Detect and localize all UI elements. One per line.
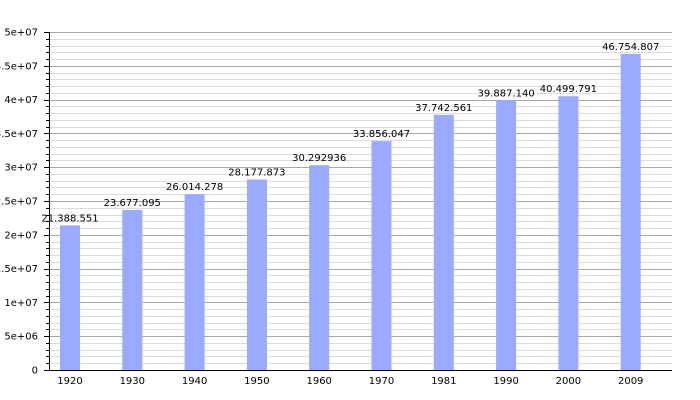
x-axis-ticks: 1920 1930 1940 1950 1960 1970 1981 1990 2000 2009: [57, 376, 643, 387]
data-label-1930: 23.677.095: [104, 198, 161, 209]
bar-1990: [496, 100, 517, 371]
x-tick-label: 1960: [306, 376, 331, 387]
x-tick-label: 1990: [493, 376, 518, 387]
data-label-1960: 30.292936: [292, 153, 346, 164]
bar-1960: [309, 165, 330, 370]
data-labels: 21.388.551 23.677.095 26.014.278 28.177.873…: [41, 42, 659, 224]
x-tick-label: 1950: [244, 376, 269, 387]
bar-1920: [60, 225, 80, 370]
bar-2009: [620, 53, 641, 371]
data-label-1950: 28.177.873: [228, 168, 285, 179]
data-label-1920: 21.388.551: [41, 213, 98, 224]
bar-series: [60, 53, 641, 371]
x-tick-label: 1970: [369, 376, 394, 387]
bar-2000: [558, 96, 579, 371]
bar-1950: [246, 179, 267, 370]
y-tick-label: 5e+06: [4, 332, 38, 343]
data-label-1981: 37.742.561: [415, 103, 472, 114]
y-tick-label: 0: [32, 366, 38, 377]
x-tick-label: 1920: [57, 376, 82, 387]
y-tick-label: 4e+07: [4, 95, 38, 106]
y-tick-label: 2e+07: [4, 230, 38, 241]
x-tick-label: 2000: [556, 376, 581, 387]
y-tick-label: 1e+07: [4, 298, 38, 309]
x-tick-label: 2009: [618, 376, 643, 387]
bar-1930: [122, 209, 143, 370]
x-tick-label: 1940: [182, 376, 207, 387]
y-axis-ticks: 0 5e+06 1e+07 1.5e+07 2e+07 2.5e+07 3e+07 3.5e+…: [0, 28, 49, 377]
data-label-2009: 46.754.807: [602, 42, 659, 53]
y-tick-label: 4.5e+07: [0, 61, 38, 72]
data-label-1940: 26.014.278: [166, 182, 223, 193]
y-tick-label: 3e+07: [4, 163, 38, 174]
x-tick-label: 1930: [120, 376, 145, 387]
y-tick-label: 2.5e+07: [0, 197, 38, 208]
bar-1970: [371, 141, 392, 370]
bar-1940: [184, 194, 205, 370]
y-tick-label: 3.5e+07: [0, 129, 38, 140]
axes: [49, 32, 672, 371]
data-label-2000: 40.499.791: [540, 84, 597, 95]
data-label-1970: 33.856.047: [353, 129, 410, 140]
x-tick-label: 1981: [431, 376, 456, 387]
y-tick-label: 1.5e+07: [0, 264, 38, 275]
y-tick-label: 5e+07: [4, 28, 38, 39]
data-label-1990: 39.887.140: [477, 88, 534, 99]
bar-1981: [433, 114, 454, 370]
